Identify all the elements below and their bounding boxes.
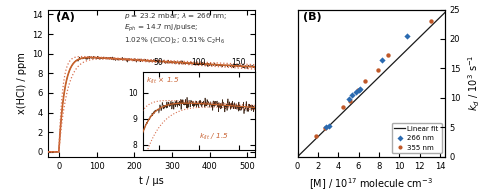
Point <box>360 80 368 83</box>
Point <box>312 135 320 138</box>
Point <box>324 124 332 127</box>
Point <box>374 68 382 71</box>
Point <box>345 97 353 101</box>
X-axis label: t / μs: t / μs <box>139 176 164 186</box>
Point <box>404 35 411 38</box>
Point <box>352 90 360 93</box>
Y-axis label: x(HCl) / ppm: x(HCl) / ppm <box>16 52 26 114</box>
Point <box>355 89 363 92</box>
Point <box>322 126 330 129</box>
Point <box>321 127 329 130</box>
Text: (A): (A) <box>56 13 74 22</box>
Point <box>340 105 347 108</box>
Text: $p$ = 23.2 mbar; $\lambda$ = 266 nm;
$E_{ph}$ = 14.7 mJ/pulse;
1.02% (ClCO)$_2$;: $p$ = 23.2 mbar; $\lambda$ = 266 nm; $E_… <box>124 11 228 45</box>
Text: (B): (B) <box>304 13 322 22</box>
Y-axis label: $k_d$ / 10$^3$ s$^{-1}$: $k_d$ / 10$^3$ s$^{-1}$ <box>466 55 481 111</box>
Text: $k_{fit}$ / 1.5: $k_{fit}$ / 1.5 <box>199 132 228 142</box>
Legend: Linear fit, 266 nm, 355 nm: Linear fit, 266 nm, 355 nm <box>392 123 442 153</box>
Point <box>354 89 362 92</box>
Text: $k_{fit}$ × 1.5: $k_{fit}$ × 1.5 <box>146 76 180 86</box>
Point <box>384 54 392 57</box>
X-axis label: [M] / 10$^{17}$ molecule cm$^{-3}$: [M] / 10$^{17}$ molecule cm$^{-3}$ <box>309 176 434 190</box>
Point <box>356 87 364 91</box>
Point <box>348 93 356 97</box>
Point <box>346 99 354 102</box>
Point <box>427 20 435 23</box>
Point <box>378 58 386 61</box>
